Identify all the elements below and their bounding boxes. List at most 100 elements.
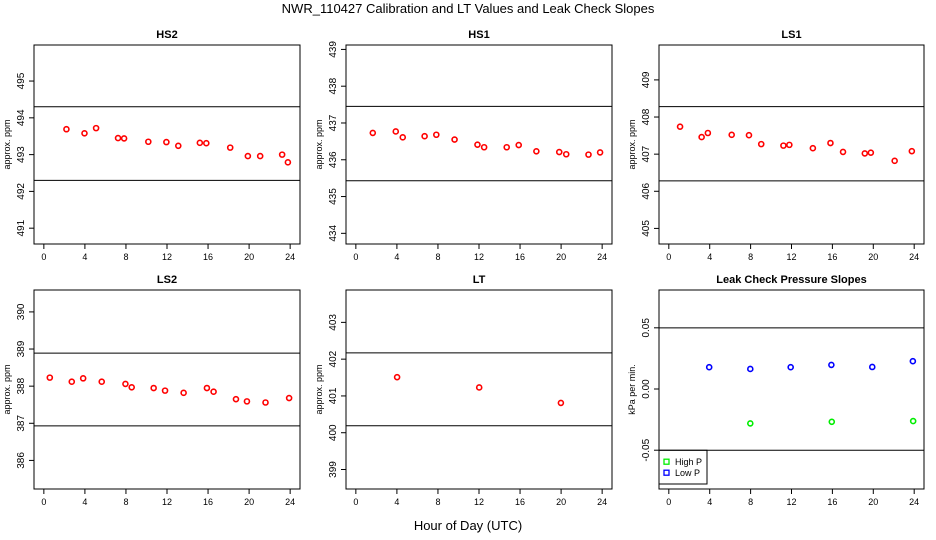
panel-title: LS2 (157, 274, 177, 286)
legend-swatch (663, 469, 670, 476)
data-point (203, 139, 210, 147)
y-tick-label: 386 (16, 452, 27, 469)
data-point (585, 151, 592, 158)
x-tick-label: 16 (827, 252, 837, 262)
x-tick-label: 12 (786, 497, 796, 507)
x-tick-label: 20 (244, 252, 254, 262)
data-point (92, 124, 100, 132)
data-point (827, 139, 834, 147)
legend-label: High P (675, 457, 702, 467)
data-point (256, 152, 264, 160)
data-point (533, 148, 540, 155)
data-point (145, 138, 152, 146)
data-point (745, 131, 753, 139)
data-point (451, 136, 458, 143)
panel-lt: LT 0 4 8 12 16 20 24 399 400 401 402 403 approx. ppm (314, 274, 613, 507)
y-axis-label: approx. ppm (314, 364, 324, 414)
x-tick-label: 0 (353, 497, 358, 507)
y-axis-label: approx. ppm (314, 119, 324, 169)
x-tick-label: 8 (748, 497, 753, 507)
y-axis-label: approx. ppm (2, 364, 12, 414)
data-point (480, 143, 488, 151)
x-tick-label: 0 (666, 252, 671, 262)
data-point (433, 131, 440, 139)
panel-hs1: HS1 0 4 8 12 16 20 24 434 435 436 437 438 439 approx. … (314, 29, 613, 262)
x-tick-label: 16 (515, 252, 525, 262)
data-point (867, 149, 875, 156)
x-tick-label: 8 (123, 252, 128, 262)
data-point (698, 133, 705, 141)
data-point (757, 140, 765, 148)
data-point (868, 363, 876, 371)
data-point (728, 131, 735, 139)
y-tick-label: 389 (16, 340, 27, 357)
data-point (908, 147, 916, 155)
data-point (746, 365, 754, 373)
data-point (861, 150, 869, 157)
panel-title: HS2 (156, 29, 177, 41)
data-point (128, 383, 135, 391)
x-tick-label: 0 (41, 497, 46, 507)
x-tick-label: 20 (556, 497, 566, 507)
data-point (46, 374, 54, 381)
data-point (196, 139, 204, 147)
x-tick-label: 0 (353, 252, 358, 262)
y-tick-label: -0.05 (641, 438, 652, 461)
data-point (828, 418, 836, 426)
y-tick-label: 436 (328, 151, 339, 168)
y-tick-label: 437 (328, 114, 339, 131)
y-tick-label: 405 (641, 220, 652, 237)
x-tick-label: 4 (82, 497, 87, 507)
x-tick-label: 0 (41, 252, 46, 262)
x-tick-label: 12 (474, 252, 484, 262)
y-tick-label: 387 (16, 415, 27, 432)
data-point (562, 150, 570, 158)
legend-swatch (663, 458, 670, 465)
data-point (596, 149, 604, 156)
y-tick-label: 402 (328, 350, 339, 367)
x-tick-label: 24 (285, 497, 295, 507)
y-tick-label: 438 (328, 77, 339, 94)
data-point (393, 373, 401, 381)
x-tick-label: 24 (597, 497, 607, 507)
data-point (474, 141, 481, 148)
data-point (909, 417, 917, 425)
data-point (285, 394, 293, 402)
data-point (839, 148, 847, 156)
data-point (704, 129, 712, 137)
y-axis-label: kPa per min. (627, 364, 637, 415)
data-point (232, 395, 240, 403)
data-point (284, 159, 292, 166)
x-tick-label: 0 (666, 497, 671, 507)
panel-ls2: LS2 0 4 8 12 16 20 24 386 387 388 389 390 approx. ppm (2, 274, 301, 507)
data-point (909, 357, 917, 365)
data-point (150, 384, 157, 392)
data-point (244, 152, 252, 160)
data-point (786, 141, 793, 149)
data-point (98, 378, 106, 386)
data-point (226, 144, 234, 151)
y-tick-label: 399 (328, 461, 339, 478)
x-tick-label: 24 (909, 252, 919, 262)
panel-title: LS1 (781, 29, 801, 41)
data-point (120, 135, 128, 142)
data-point (392, 128, 400, 135)
data-point (475, 384, 483, 391)
data-point (421, 132, 428, 140)
legend-box (659, 449, 708, 485)
x-tick-label: 4 (394, 252, 399, 262)
x-tick-label: 12 (162, 497, 172, 507)
data-point (203, 384, 211, 392)
x-tick-label: 4 (82, 252, 87, 262)
y-tick-label: 434 (328, 225, 339, 242)
data-point (746, 420, 754, 427)
y-tick-label: 400 (328, 424, 339, 441)
y-tick-label: 491 (16, 219, 27, 236)
data-point (399, 134, 407, 141)
y-axis-label: approx. ppm (627, 119, 637, 169)
data-point (114, 134, 122, 142)
data-point (243, 398, 251, 405)
y-tick-label: 401 (328, 387, 339, 404)
x-tick-label: 20 (868, 497, 878, 507)
data-point (180, 389, 187, 397)
